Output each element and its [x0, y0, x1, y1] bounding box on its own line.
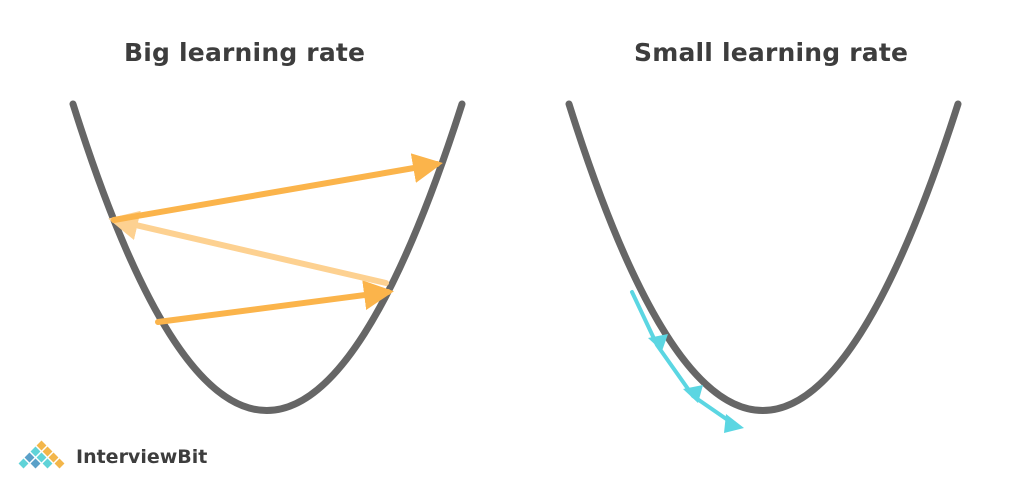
- small-learning-rate-title: Small learning rate: [634, 38, 909, 67]
- big-rate-loss-curve: [69, 100, 466, 414]
- logo-text: InterviewBit: [76, 446, 208, 468]
- interviewbit-pyramid-icon: [18, 440, 65, 469]
- small-rate-loss-curve: [565, 100, 962, 414]
- big-learning-rate-title: Big learning rate: [124, 38, 366, 67]
- big-step-arrow-3: [111, 153, 443, 223]
- small-step-arrowhead-2: [683, 385, 703, 403]
- small-step-arrowhead-3: [724, 414, 744, 433]
- small-step-path: [630, 290, 737, 427]
- small-step-arrowhead-1: [648, 334, 668, 351]
- big-step-arrow-1: [155, 280, 394, 325]
- interviewbit-logo: InterviewBit: [14, 440, 207, 474]
- big-step-arrow-2: [108, 210, 389, 286]
